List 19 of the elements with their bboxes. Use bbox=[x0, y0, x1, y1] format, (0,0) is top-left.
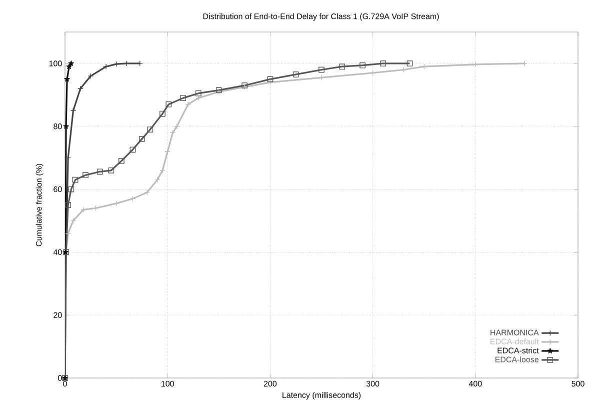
x-tick-label: 200 bbox=[264, 380, 277, 387]
y-tick-label: 80 bbox=[54, 124, 62, 130]
legend-label: EDCA-loose bbox=[495, 356, 538, 362]
x-tick-label: 300 bbox=[366, 380, 380, 387]
legend-label: EDCA-strict bbox=[498, 347, 539, 354]
y-tick-label: 40 bbox=[53, 249, 62, 256]
legend-label: HARMONICA bbox=[490, 330, 539, 336]
x-tick-label: 0 bbox=[63, 380, 67, 387]
y-tick-label: 100 bbox=[49, 60, 62, 66]
y-tick-label: 0 bbox=[58, 375, 62, 381]
x-tick-label: 500 bbox=[572, 380, 584, 387]
chart-title: Distribution of End-to-End Delay for Class 1 (G.729A VoIP Stream) bbox=[203, 13, 439, 21]
y-tick-label: 60 bbox=[54, 186, 62, 192]
y-tick-label: 20 bbox=[54, 312, 62, 318]
x-tick-label: 400 bbox=[468, 380, 482, 387]
y-axis-title: Cumulative fraction (%) bbox=[36, 164, 44, 246]
x-tick-label: 100 bbox=[162, 380, 174, 387]
x-axis-title: Latency (milliseconds) bbox=[282, 392, 361, 400]
legend-label: EDCA-default bbox=[490, 338, 539, 344]
